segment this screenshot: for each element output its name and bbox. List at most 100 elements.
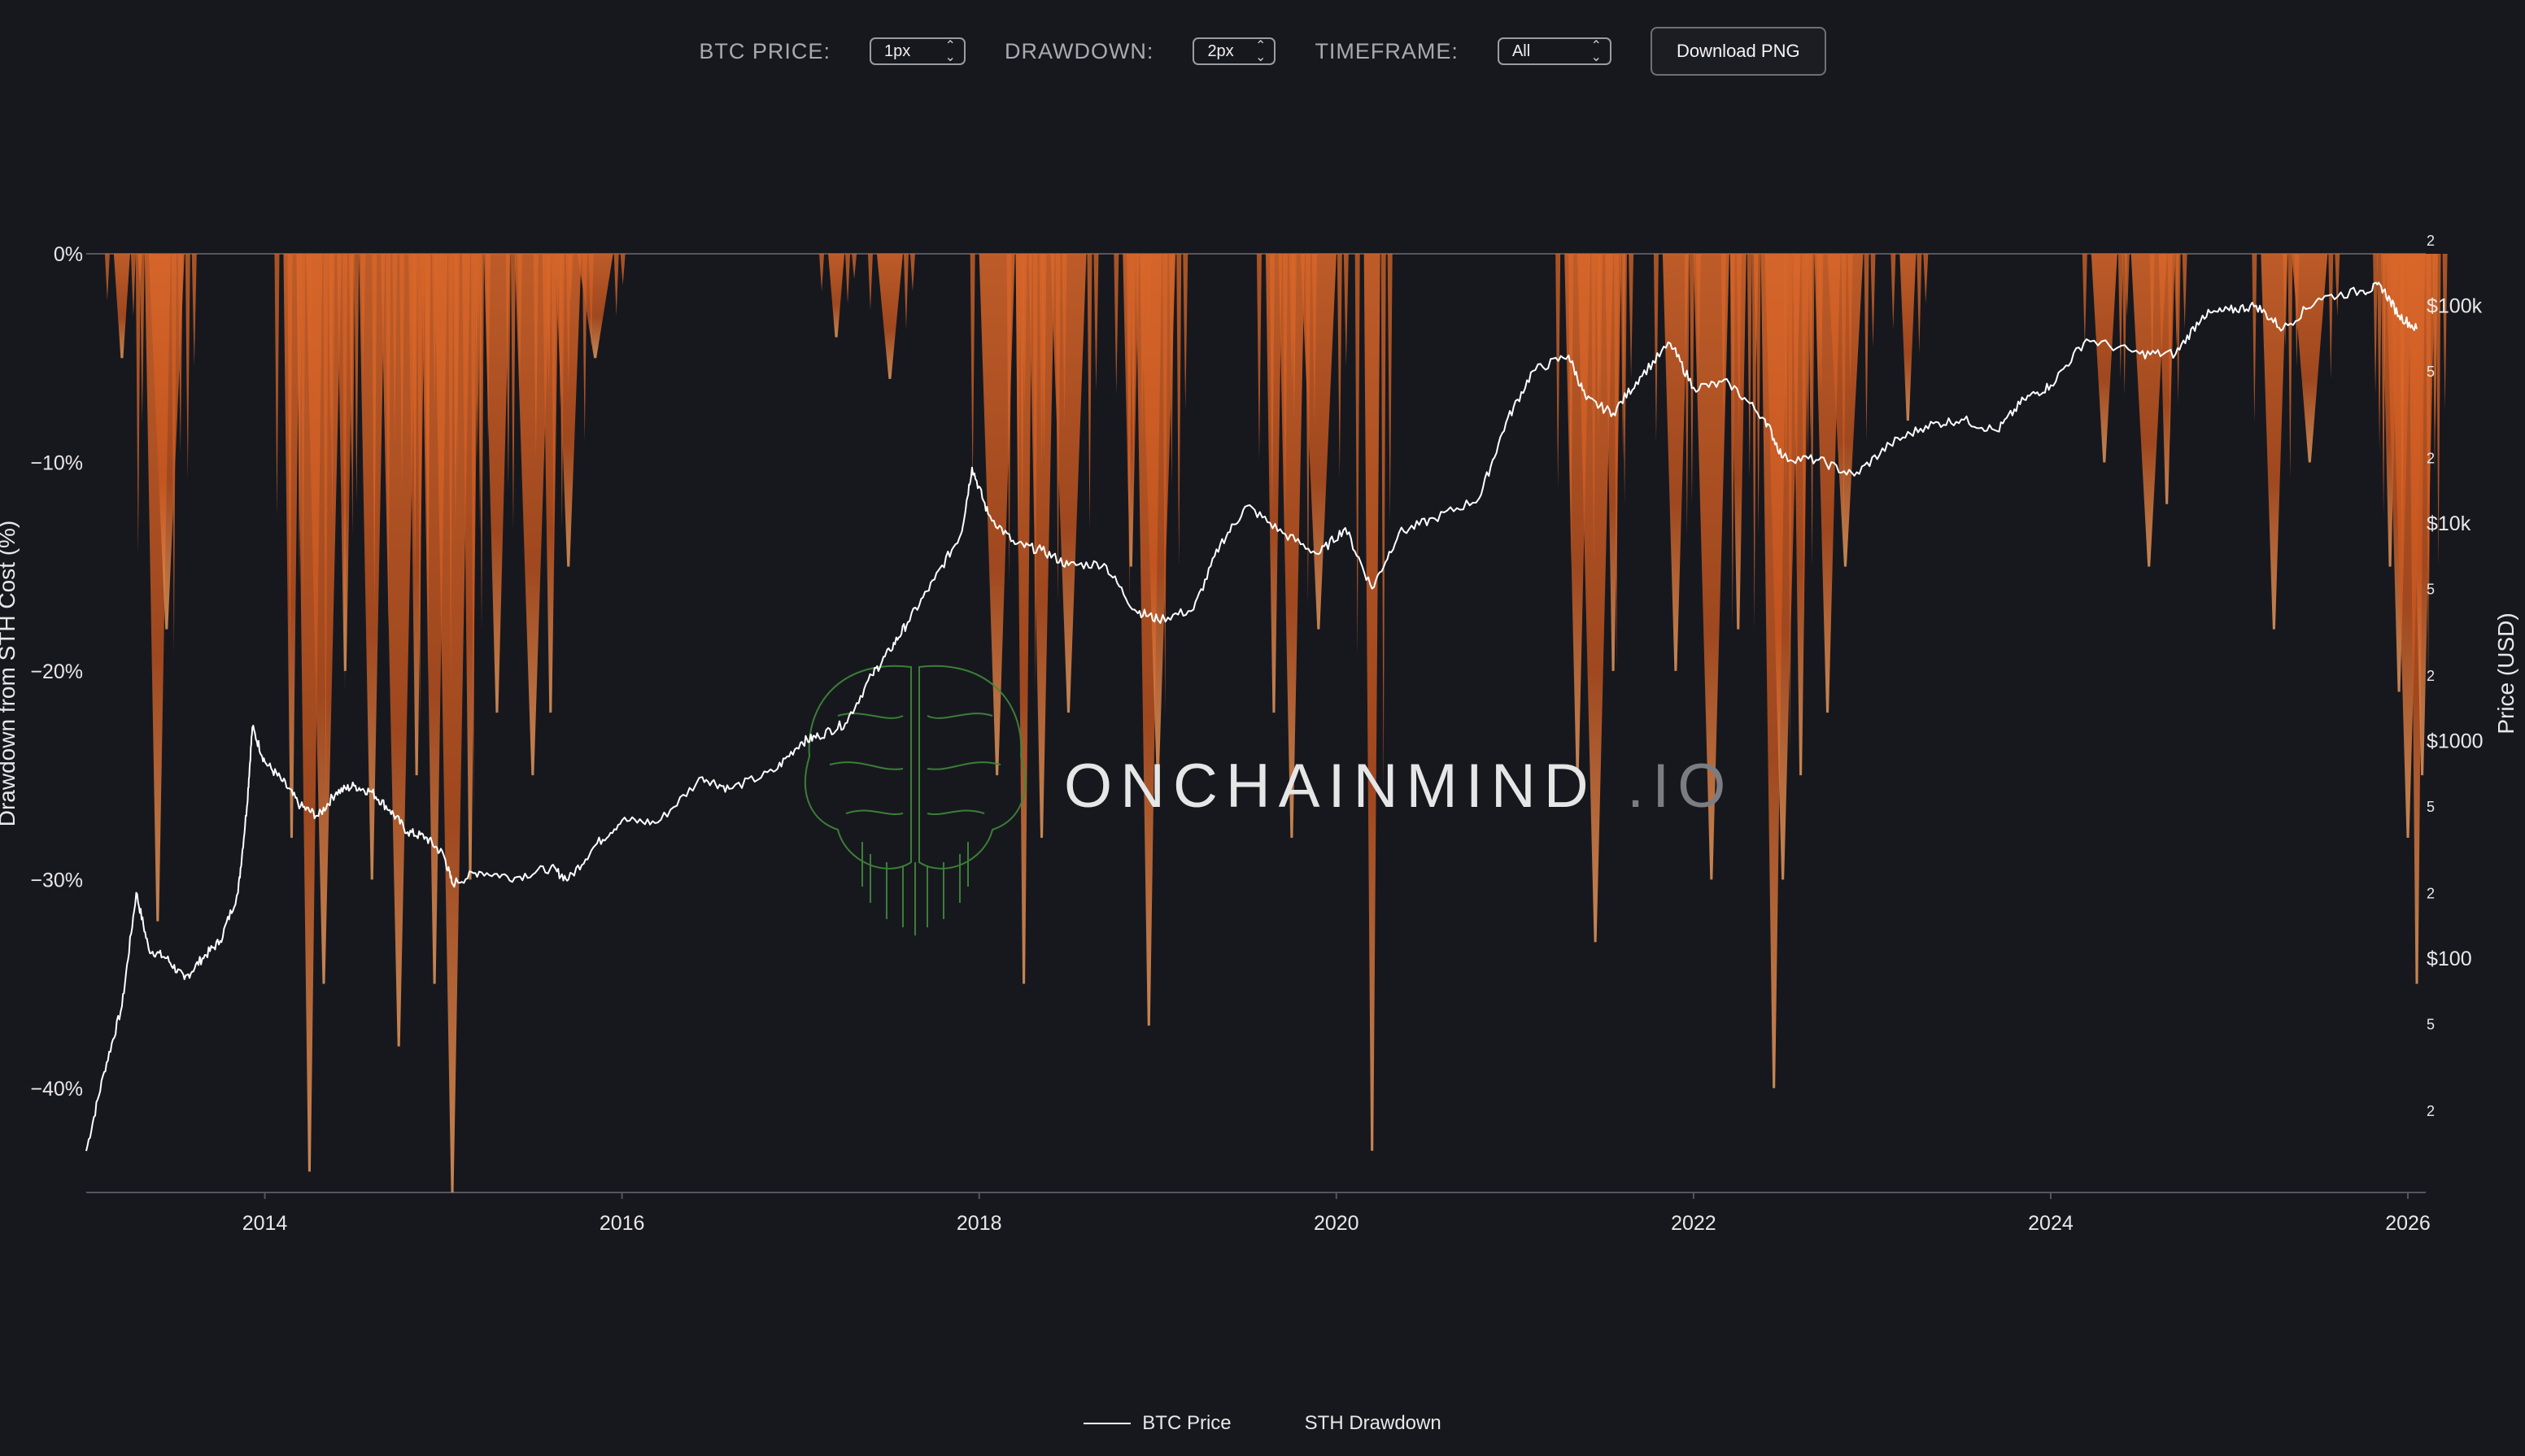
drawdown-spike [2091, 254, 2117, 463]
drawdown-spike [1890, 254, 1896, 329]
drawdown-spike [1387, 254, 1393, 523]
drawdown-spike [1818, 254, 1824, 395]
drawdown-spike [2117, 254, 2123, 379]
drawdown-spike [1093, 254, 1099, 392]
drawdown-spike [2175, 254, 2181, 404]
right-minor-tick-label: 5 [2427, 799, 2435, 815]
right-axis-ticks: $100 $1000 $10k $100k 2 5 2 5 2 5 2 5 2 [2427, 233, 2484, 1119]
right-minor-tick-label: 2 [2427, 451, 2435, 467]
drawdown-spike [1006, 254, 1012, 582]
drawdown-spike [1140, 254, 1176, 776]
drawdown-spike [1019, 254, 1025, 517]
drawdown-spike [613, 254, 619, 316]
drawdown-spike [328, 254, 334, 442]
timeframe-select[interactable]: All ⌃ ⌄ [1497, 37, 1611, 65]
chevron-updown-icon: ⌃ ⌄ [1590, 39, 1602, 64]
drawdown-spike [1577, 254, 1614, 943]
chevron-updown-icon: ⌃ ⌄ [1255, 39, 1267, 64]
chart-legend: BTC Price STH Drawdown [0, 1407, 2525, 1440]
drawdown-spike [2130, 254, 2167, 567]
btc-price-label: BTC PRICE: [699, 38, 831, 63]
drawdown-spike [1729, 254, 1747, 630]
drawdown-spike [1864, 254, 1869, 442]
drawdown-spike [354, 254, 360, 504]
drawdown-spike [1015, 254, 1032, 984]
drawdown-spike [1278, 254, 1305, 839]
drawdown-spike [1050, 254, 1087, 713]
drawdown-spike [1127, 254, 1132, 601]
timeframe-value: All [1511, 41, 1531, 60]
drawdown-spike [1629, 254, 1634, 379]
drawdown-spike [185, 254, 190, 479]
sth-drawdown-series [104, 254, 2448, 1192]
drawdown-spike [1555, 254, 1561, 489]
drawdown-spike [1028, 254, 1055, 839]
drawdown-spike [1783, 254, 1789, 489]
btc-price-select[interactable]: 1px ⌃ ⌄ [869, 37, 966, 65]
drawdown-spike [2122, 254, 2127, 395]
drawdown-spike [1720, 254, 1726, 423]
left-axis-ticks: 0% −10% −20% −30% −40% [30, 243, 83, 1101]
drawdown-spike [283, 254, 300, 839]
drawdown-spike [1899, 254, 1917, 421]
left-axis-title: Drawdown from STH Cost (%) [0, 521, 20, 827]
drawdown-spike [2409, 254, 2436, 776]
drawdown-spike [1684, 254, 1690, 536]
drawdown-spike [1343, 254, 1349, 367]
drawdown-price-chart[interactable]: ONCHAINMIND .IO 2014 2016 2018 2020 2022 2024… [0, 0, 2525, 1399]
drawdown-spike [1300, 254, 1337, 630]
drawdown-spike [2328, 254, 2334, 379]
drawdown-spike [1764, 254, 1801, 880]
drawdown-spike [1114, 254, 1119, 395]
drawdown-spike [1380, 254, 1386, 792]
drawdown-spike [474, 254, 480, 460]
drawdown-spike [510, 254, 516, 530]
drawdown-spike [191, 254, 197, 367]
left-tick-label: −30% [30, 869, 83, 891]
drawdown-spike [479, 254, 485, 630]
drawdown-spike [1870, 254, 1876, 348]
right-minor-tick-label: 5 [2427, 582, 2435, 598]
drawdown-spike [148, 254, 185, 630]
drawdown-spike [2381, 254, 2387, 517]
download-png-button[interactable]: Download PNG [1650, 27, 1826, 76]
drawdown-spike [1363, 254, 1380, 1151]
drawdown-spike [970, 254, 975, 489]
drawdown-spike [104, 254, 110, 301]
drawdown-spike [533, 254, 539, 460]
drawdown-spike [2182, 254, 2187, 329]
drawdown-spike [2149, 254, 2155, 367]
right-minor-tick-label: 5 [2427, 1017, 2435, 1033]
drawdown-spike [1041, 254, 1047, 460]
drawdown-spike [372, 254, 377, 611]
legend-item-btc-price[interactable]: BTC Price [1084, 1412, 1232, 1435]
drawdown-spike [1131, 254, 1136, 489]
drawdown-spike [1265, 254, 1282, 713]
x-tick-label: 2026 [2385, 1212, 2431, 1235]
drawdown-select[interactable]: 2px ⌃ ⌄ [1193, 37, 1276, 65]
drawdown-spike [350, 254, 355, 536]
drawdown-spike [2261, 254, 2287, 630]
drawdown-spike [113, 254, 130, 359]
left-tick-label: 0% [54, 243, 83, 266]
legend-item-sth-drawdown[interactable]: STH Drawdown [1305, 1412, 1441, 1435]
left-tick-label: −20% [30, 660, 83, 683]
drawdown-spike [1923, 254, 1929, 304]
x-tick-label: 2024 [2028, 1212, 2074, 1235]
drawdown-spike [1805, 254, 1811, 460]
drawdown-spike [139, 254, 145, 423]
watermark-text-main: ONCHAINMIND [1064, 752, 1597, 821]
right-axis-title: Price (USD) [2493, 612, 2518, 734]
drawdown-spike [1291, 254, 1297, 423]
drawdown-spike [287, 254, 293, 667]
drawdown-spike [1693, 254, 1729, 880]
drawdown-spike [453, 254, 459, 536]
left-tick-label: −10% [30, 451, 83, 474]
drawdown-spike [1809, 254, 1815, 567]
drawdown-spike [505, 254, 511, 489]
drawdown-spike [514, 254, 551, 776]
drawdown-spike [462, 254, 479, 880]
drawdown-spike [1622, 254, 1628, 504]
right-minor-tick-label: 2 [2427, 885, 2435, 901]
legend-label-btc-price: BTC Price [1142, 1412, 1232, 1434]
